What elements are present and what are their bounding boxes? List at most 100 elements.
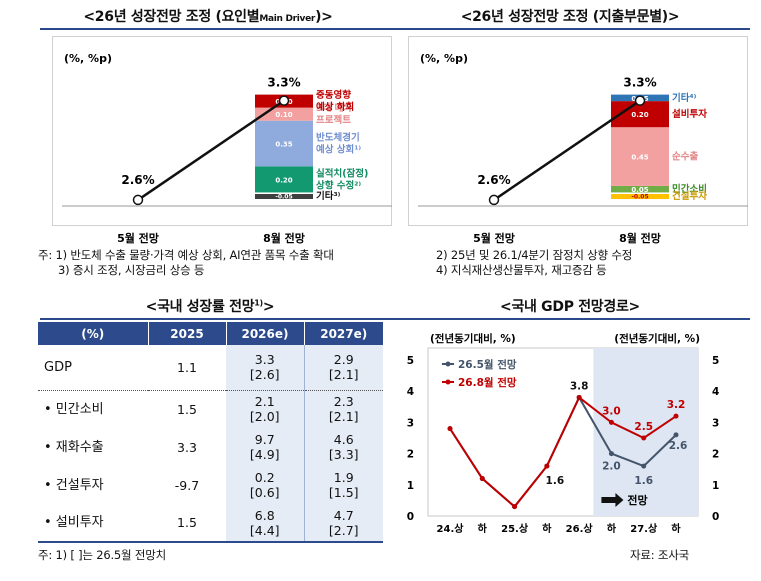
- cell-2027: 1.9 [1.5]: [303, 466, 383, 504]
- cell-value: 2.9: [333, 352, 354, 368]
- base-point: [488, 194, 500, 206]
- point-label: 2.6: [669, 440, 688, 452]
- y-tick-right: 3: [712, 417, 719, 429]
- y-tick-right: 2: [712, 449, 719, 461]
- bar-segment-negative: [255, 194, 313, 199]
- series-point: [673, 432, 679, 438]
- total-value-label: 3.3%: [623, 76, 656, 90]
- title-rule-top: [40, 28, 750, 30]
- segment-series-label: 예상 하회: [316, 101, 354, 113]
- cell-value: 9.7: [254, 432, 275, 447]
- line-chart-title: <국내 GDP 전망경로>: [500, 299, 640, 315]
- cell-value: 0.2: [254, 470, 275, 485]
- point-label: 3.2: [667, 399, 686, 411]
- y-tick-left: 2: [407, 449, 414, 461]
- note-line-1: 주: 1) 반도체 수출 물량·가격 예상 상회, AI연관 품목 수출 확대: [38, 248, 334, 262]
- adjustment-line: [493, 99, 641, 201]
- table-row: • 재화수출 3.3 9.7 [4.9] 4.6 [3.3]: [38, 428, 383, 466]
- gdp-path-line-chart: (전년동기대비, %) (전년동기대비, %)0 01 12 23 34 45 524.상 하 2…: [407, 332, 720, 535]
- cell-2026: 3.3 [2.6]: [226, 345, 304, 391]
- total-value-label: 3.3%: [267, 76, 300, 90]
- cell-value: 4.6: [333, 432, 354, 447]
- cell-prev: [0.6]: [249, 485, 280, 500]
- y-tick-right: 0: [712, 511, 719, 523]
- growth-forecast-table: (%) 2025 2026e) 2027e) GDP 1.1 3.3 [2.6] …: [38, 322, 383, 543]
- cell-2025: 1.5: [148, 504, 226, 543]
- right-stacked-chart: (%, %p)0.05민간소비0.45순수출0.20설비투자0.05기타⁴⁾-0…: [418, 52, 748, 245]
- segment-value-label: 0.45: [631, 154, 648, 162]
- row-label: • 민간소비: [44, 401, 104, 417]
- segment-series-label: 예상 상회¹⁾: [316, 144, 361, 156]
- segment-value-label: 0.20: [631, 111, 648, 119]
- point-label: 1.6: [546, 475, 565, 487]
- cell-2025: 3.3: [177, 439, 197, 455]
- segment-series-label: 순수출: [672, 151, 698, 163]
- table-header-2026: 2026e): [226, 322, 305, 345]
- y-tick-right: 5: [712, 355, 719, 367]
- legend-entry: 26.5월 전망: [458, 358, 517, 371]
- base-point: [132, 194, 144, 206]
- row-label: GDP: [38, 345, 148, 391]
- cell-value: 3.3: [254, 352, 275, 368]
- segment-series-label: 기타³⁾: [316, 190, 341, 202]
- right-axis-label: (전년동기대비, %): [614, 332, 700, 345]
- series-point: [512, 504, 518, 510]
- cell-prev: [3.3]: [328, 447, 359, 462]
- series-point: [544, 463, 550, 469]
- segment-series-label: 설비투자: [672, 108, 707, 120]
- note-line-2: 3) 증시 조정, 시장금리 상승 등: [58, 263, 205, 277]
- adjustment-line: [137, 99, 285, 201]
- cell-prev: [2.7]: [328, 522, 359, 538]
- x-tick-label: 25.상: [501, 522, 529, 535]
- row-label: • 재화수출: [44, 439, 104, 455]
- category-label: 8월 전망: [263, 231, 305, 245]
- cell-value: 4.7: [333, 507, 354, 523]
- right-chart-title: <26년 성장전망 조정 (지출부문별)>: [460, 9, 680, 25]
- title-rule-bottom: [40, 318, 750, 320]
- segment-series-label: 3대 메가: [316, 102, 352, 114]
- cell-2025: -9.7: [174, 477, 200, 493]
- y-tick-right: 1: [712, 480, 719, 492]
- point-label: 1.6: [634, 475, 653, 487]
- table-row: • 민간소비 1.5 2.1 [2.0] 2.3 [2.1]: [38, 390, 383, 428]
- point-label: 2.0: [602, 461, 621, 473]
- cell-2026: 6.8 [4.4]: [226, 504, 304, 543]
- x-tick-label: 26.상: [566, 522, 594, 535]
- point-label: 2.5: [634, 421, 653, 433]
- series-point: [608, 419, 614, 425]
- y-tick-right: 4: [712, 386, 719, 398]
- left-chart-panel: [52, 36, 392, 226]
- bar-segment-negative: [611, 194, 669, 199]
- segment-series-label: 건설투자: [672, 190, 707, 202]
- bar-segment: [611, 127, 669, 186]
- cell-prev: [4.9]: [249, 447, 280, 462]
- bar-segment: [255, 120, 313, 167]
- base-value-label: 2.6%: [121, 173, 154, 187]
- y-axis-unit-label: (%, %p): [420, 52, 468, 65]
- cell-prev: [2.1]: [328, 367, 359, 383]
- left-title-main: <26년 성장전망 조정 (요인별: [83, 9, 260, 25]
- x-tick-label: 27.상: [630, 522, 658, 535]
- y-tick-left: 0: [407, 511, 414, 523]
- segment-series-label: 중동영향: [316, 89, 351, 101]
- segment-series-label: 프로젝트: [316, 114, 351, 126]
- cell-2026: 2.1 [2.0]: [226, 390, 304, 428]
- legend-entry: 26.8월 전망: [458, 376, 517, 389]
- table-row: • 건설투자 -9.7 0.2 [0.6] 1.9 [1.5]: [38, 466, 383, 504]
- y-tick-left: 5: [407, 355, 414, 367]
- cell-prev: [2.6]: [249, 367, 280, 383]
- forecast-label: 전망: [627, 493, 647, 507]
- cell-value: 2.1: [254, 394, 275, 410]
- cell-prev: [1.5]: [328, 485, 359, 500]
- total-point: [278, 95, 290, 106]
- source-note: 자료: 조사국: [630, 548, 690, 562]
- left-title-sub: Main Driver: [259, 14, 316, 24]
- category-label: 5월 전망: [117, 231, 159, 245]
- series-point: [576, 394, 582, 400]
- cell-2027: 4.6 [3.3]: [303, 428, 383, 466]
- category-label: 8월 전망: [619, 231, 661, 245]
- row-label: • 건설투자: [44, 477, 104, 493]
- table-row: GDP 1.1 3.3 [2.6] 2.9 [2.1]: [38, 345, 383, 391]
- total-point: [634, 95, 646, 106]
